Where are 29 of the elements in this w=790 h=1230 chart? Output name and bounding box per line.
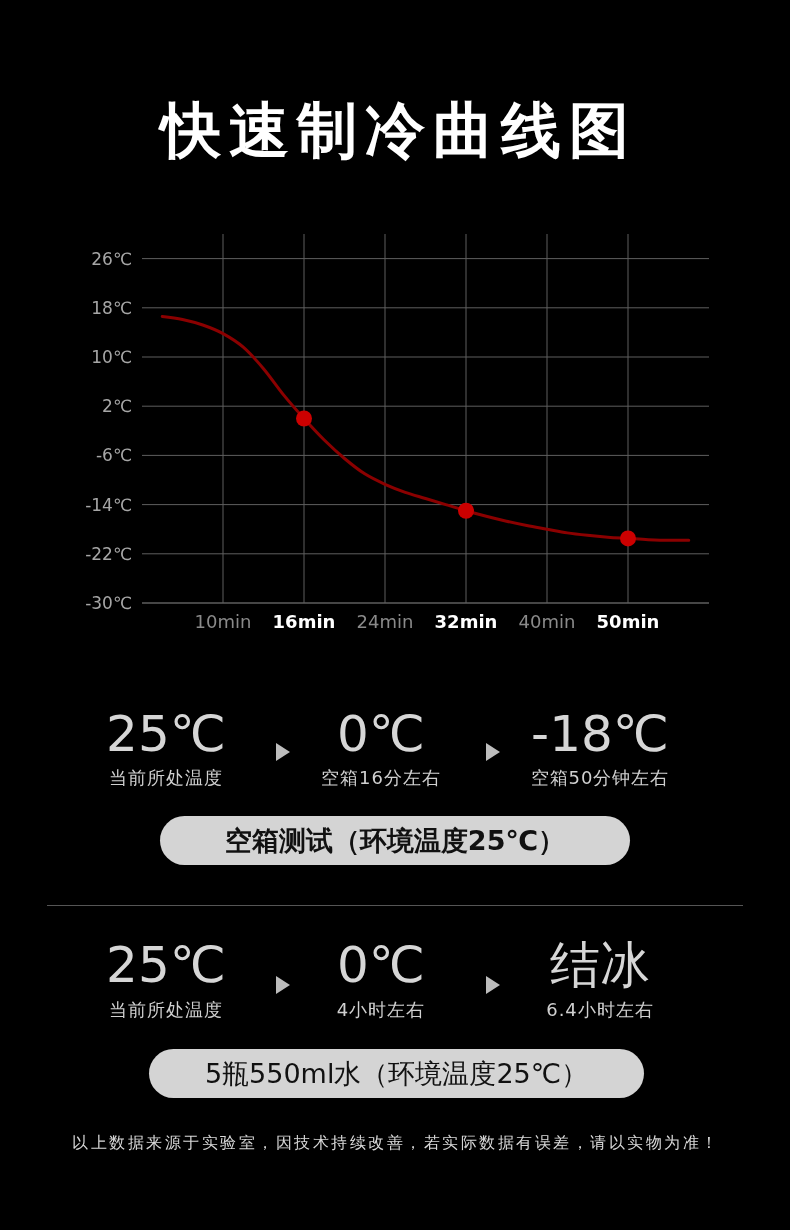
x-tick-label: 24min [356, 610, 414, 632]
text: 空箱50分钟左右 [530, 767, 670, 789]
x-tick-label: 32min [434, 610, 498, 632]
y-tick-label: 18℃ [91, 297, 132, 318]
text: 空箱测试（环境温度25℃） [224, 825, 566, 856]
text: 6.4小时左右 [546, 999, 654, 1021]
x-tick-label: 16min [272, 610, 336, 632]
x-tick-label: 50min [596, 610, 660, 632]
text: 0℃ [337, 705, 425, 763]
text: 25℃ [106, 936, 226, 994]
text: 5瓶550ml水（环境温度25℃） [204, 1058, 589, 1089]
text: 结冰 [550, 936, 650, 994]
text: -18℃ [531, 705, 669, 763]
y-tick-label: -6℃ [95, 445, 132, 466]
text: 空箱16分左右 [321, 767, 441, 789]
x-tick-label: 40min [518, 610, 576, 632]
y-tick-label: -30℃ [85, 593, 132, 614]
text: 25℃ [106, 705, 226, 763]
text: 0℃ [337, 936, 425, 994]
y-tick-label: -14℃ [85, 494, 132, 515]
text: 当前所处温度 [109, 767, 223, 789]
text: 4小时左右 [336, 999, 426, 1021]
y-tick-label: 10℃ [91, 347, 132, 368]
y-tick-label: 2℃ [102, 396, 132, 417]
y-tick-label: -22℃ [85, 543, 132, 564]
y-tick-label: 26℃ [91, 248, 132, 269]
text: 当前所处温度 [109, 999, 223, 1021]
x-tick-label: 10min [194, 610, 252, 632]
text: 以上数据来源于实验室，因技术持续改善，若实际数据有误差，请以实物为准！ [72, 1133, 720, 1153]
